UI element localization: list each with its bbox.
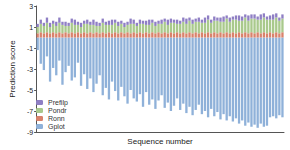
svg-text:-5: -5 xyxy=(27,87,33,94)
svg-text:Ronn: Ronn xyxy=(48,115,65,122)
svg-text:3: 3 xyxy=(29,3,33,10)
svg-text:-3: -3 xyxy=(27,66,33,73)
svg-text:Prediction score: Prediction score xyxy=(8,40,17,98)
svg-text:1: 1 xyxy=(29,24,33,31)
svg-text:-1: -1 xyxy=(27,45,33,52)
svg-text:Gplot: Gplot xyxy=(48,123,65,131)
svg-text:-9: -9 xyxy=(27,129,33,136)
svg-text:Pondr: Pondr xyxy=(48,107,67,114)
svg-text:Prefilp: Prefilp xyxy=(48,99,68,107)
svg-text:-7: -7 xyxy=(27,108,33,115)
svg-text:Sequence number: Sequence number xyxy=(127,137,193,146)
